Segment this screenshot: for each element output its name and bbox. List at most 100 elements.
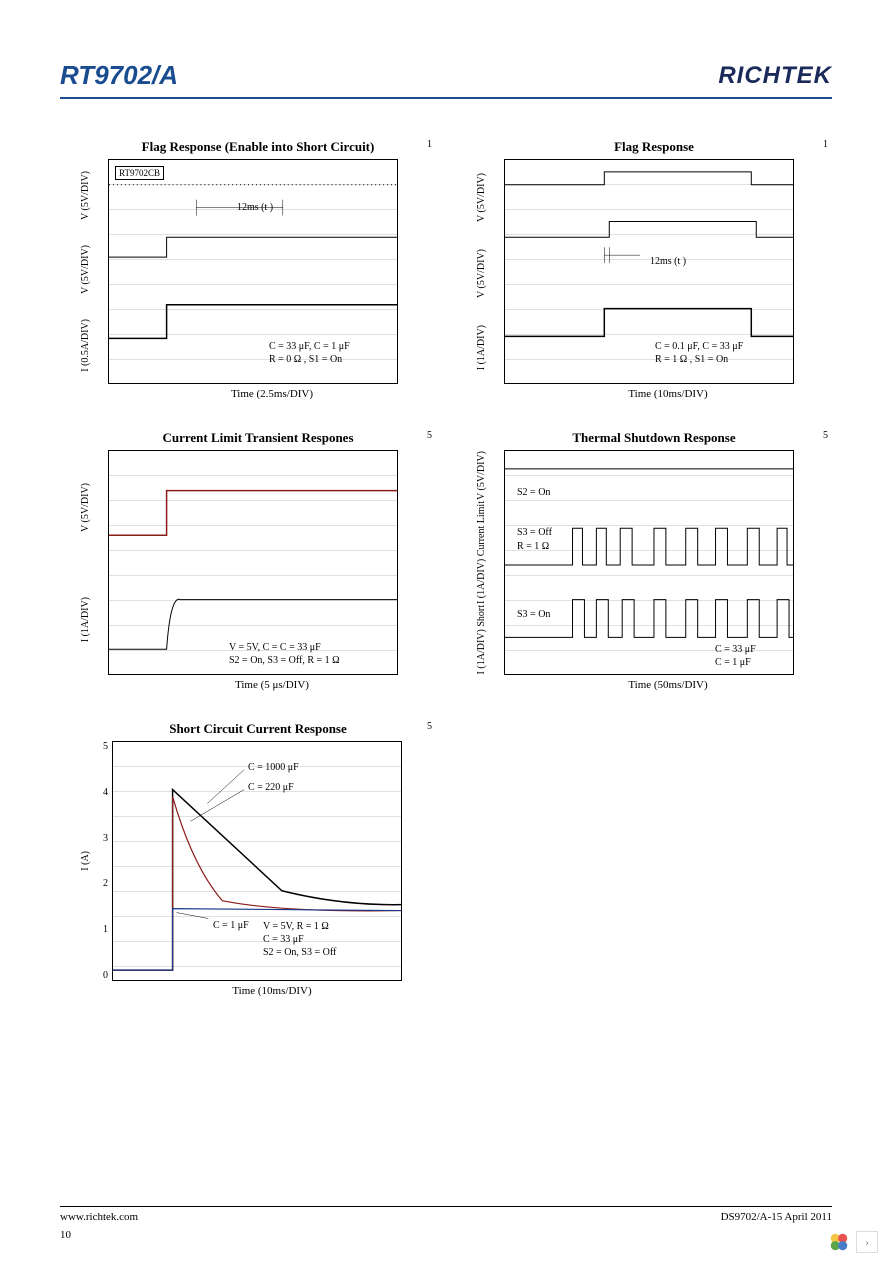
y-axis-label: I (1A/DIV) Current Limit	[476, 501, 504, 604]
trace	[109, 491, 397, 536]
chart-title: Flag Response (Enable into Short Circuit…	[80, 139, 436, 155]
page-footer: www.richtek.com DS9702/A-15 April 2011	[60, 1206, 832, 1223]
plot-area: V = 5V, C = C = 33 μFS2 = On, S3 = Off, …	[108, 450, 398, 675]
chart-title: Current Limit Transient Respones	[80, 430, 436, 446]
plot-wrap: V (5V/DIV)V (5V/DIV)I (1A/DIV)12ms (t )C…	[476, 159, 832, 384]
y-tick: 5	[94, 741, 108, 752]
chart-title: Short Circuit Current Response	[80, 721, 436, 737]
x-axis-label: Time (50ms/DIV)	[504, 679, 832, 691]
plot-wrap: I (A) 0 1 2 3 4 5 C = 1000 μF C = 220 μF C = 1 μF…	[80, 741, 436, 981]
part-number: RT9702/A	[60, 60, 178, 91]
chart-0: Flag Response (Enable into Short Circuit…	[80, 139, 436, 400]
chart-title: Thermal Shutdown Response	[476, 430, 832, 446]
condition-text: C = 33 μFC = 1 μF	[715, 643, 756, 669]
trace	[604, 247, 640, 263]
y-tick: 4	[94, 787, 108, 798]
plot-area: RT9702CB 12ms (t ) C = 33 μF, C = 1 μFR = …	[108, 159, 398, 384]
chart-1: Flag Response1V (5V/DIV)V (5V/DIV)I (1A/…	[476, 139, 832, 400]
flower-icon	[828, 1231, 850, 1253]
y-axis-label: V (5V/DIV)	[80, 171, 108, 220]
x-axis-label: Time (5 μs/DIV)	[108, 679, 436, 691]
condition-line: S2 = On, S3 = Off, R = 1 Ω	[229, 654, 340, 667]
trace	[109, 305, 397, 339]
y-axis-label: V (5V/DIV)	[476, 249, 504, 298]
corner-badge: ›	[828, 1231, 878, 1253]
annotation: 12ms (t )	[650, 256, 686, 267]
trace	[113, 909, 401, 970]
y-tick: 2	[94, 878, 108, 889]
y-tick: 0	[94, 970, 108, 981]
footer-url: www.richtek.com	[60, 1211, 138, 1223]
condition-line: C = 0.1 μF, C = 33 μF	[655, 340, 743, 353]
trace-svg	[505, 160, 793, 383]
y-labels: V (5V/DIV)V (5V/DIV)I (1A/DIV)	[476, 159, 504, 384]
annotation: C = 1 μF	[213, 920, 249, 931]
x-axis-label: Time (10ms/DIV)	[108, 985, 436, 997]
trace-svg	[113, 742, 401, 980]
y-axis-label: V (5V/DIV)	[80, 483, 108, 532]
condition-line: C = 33 μF	[715, 643, 756, 656]
y-tick: 3	[94, 833, 108, 844]
annotation: 12ms (t )	[237, 202, 273, 213]
trace	[505, 309, 793, 337]
annotation: C = 1000 μF	[248, 762, 299, 773]
next-arrow-icon[interactable]: ›	[856, 1231, 878, 1253]
condition-line: S2 = On, S3 = Off	[263, 946, 336, 959]
chart-2: Current Limit Transient Respones5 V (5V/D…	[80, 430, 436, 691]
plot-area: C = 1000 μF C = 220 μF C = 1 μF V = 5V, R =…	[112, 741, 402, 981]
condition-text: C = 33 μF, C = 1 μFR = 0 Ω , S1 = On	[269, 340, 350, 366]
plot-wrap: V (5V/DIV) I (1A/DIV) V = 5V, C = C = 33 μ…	[80, 450, 436, 675]
condition-line: R = 0 Ω , S1 = On	[269, 353, 350, 366]
y-ticks: 0 1 2 3 4 5	[94, 741, 112, 981]
plot-wrap: V (5V/DIV)V (5V/DIV)I (0.5A/DIV)RT9702CB…	[80, 159, 436, 384]
trace	[109, 237, 397, 257]
plot-area: 12ms (t ) C = 0.1 μF, C = 33 μFR = 1 Ω , …	[504, 159, 794, 384]
condition-line: C = 33 μF, C = 1 μF	[269, 340, 350, 353]
trace	[113, 797, 401, 971]
condition-line: V = 5V, C = C = 33 μF	[229, 641, 340, 654]
y-labels: V (5V/DIV) V (5V/DIV) I (0.5A/DIV)	[80, 159, 108, 384]
condition-line: C = 1 μF	[715, 656, 756, 669]
charts-grid: Flag Response (Enable into Short Circuit…	[80, 139, 832, 997]
richtek-logo: RICHTEK	[718, 62, 832, 90]
y-axis-label: I (1A/DIV)	[80, 597, 108, 642]
y-axis-label: V (5V/DIV)	[80, 245, 108, 294]
page-number: 10	[60, 1229, 71, 1241]
x-axis-label: Time (2.5ms/DIV)	[108, 388, 436, 400]
y-axis-label: I (A)	[80, 851, 91, 871]
trace	[505, 172, 793, 185]
y-labels: V (5V/DIV) I (1A/DIV)	[80, 450, 108, 675]
page-header: RT9702/A RICHTEK	[60, 60, 832, 99]
chart-page-ref: 5	[427, 721, 432, 732]
y-axis-label: I (1A/DIV)	[476, 325, 504, 370]
empty-cell	[476, 721, 832, 997]
y-labels: V (5V/DIV)I (1A/DIV) Current LimitI (1A/…	[476, 450, 504, 675]
chart-4: Short Circuit Current Response5I (A)0123…	[80, 721, 436, 997]
annotation: R = 1 Ω	[517, 541, 549, 552]
y-axis-label: V (5V/DIV)	[476, 451, 504, 500]
chart-page-ref: 5	[823, 430, 828, 441]
annotation: S3 = On	[517, 609, 550, 620]
annotation: S3 = Off	[517, 527, 552, 538]
condition-text: C = 0.1 μF, C = 33 μFR = 1 Ω , S1 = On	[655, 340, 743, 366]
y-tick: 1	[94, 924, 108, 935]
condition-text: V = 5V, R = 1 ΩC = 33 μFS2 = On, S3 = Of…	[263, 920, 336, 959]
condition-line: C = 33 μF	[263, 933, 336, 946]
chart-title: Flag Response	[476, 139, 832, 155]
condition-line: V = 5V, R = 1 Ω	[263, 920, 336, 933]
trace-label: RT9702CB	[115, 166, 164, 180]
condition-line: R = 1 Ω , S1 = On	[655, 353, 743, 366]
footer-doc: DS9702/A-15 April 2011	[721, 1211, 832, 1223]
plot-wrap: V (5V/DIV)I (1A/DIV) Current LimitI (1A/…	[476, 450, 832, 675]
y-axis-label: I (0.5A/DIV)	[80, 319, 108, 372]
condition-text: V = 5V, C = C = 33 μFS2 = On, S3 = Off, …	[229, 641, 340, 667]
y-axis-label: I (1A/DIV) Short	[476, 605, 504, 674]
chart-page-ref: 5	[427, 430, 432, 441]
x-axis-label: Time (10ms/DIV)	[504, 388, 832, 400]
chart-3: Thermal Shutdown Response5V (5V/DIV)I (1…	[476, 430, 832, 691]
trace	[113, 790, 401, 970]
annotation: S2 = On	[517, 487, 550, 498]
trace	[505, 221, 793, 237]
annotation: C = 220 μF	[248, 782, 294, 793]
chart-page-ref: 1	[427, 139, 432, 150]
